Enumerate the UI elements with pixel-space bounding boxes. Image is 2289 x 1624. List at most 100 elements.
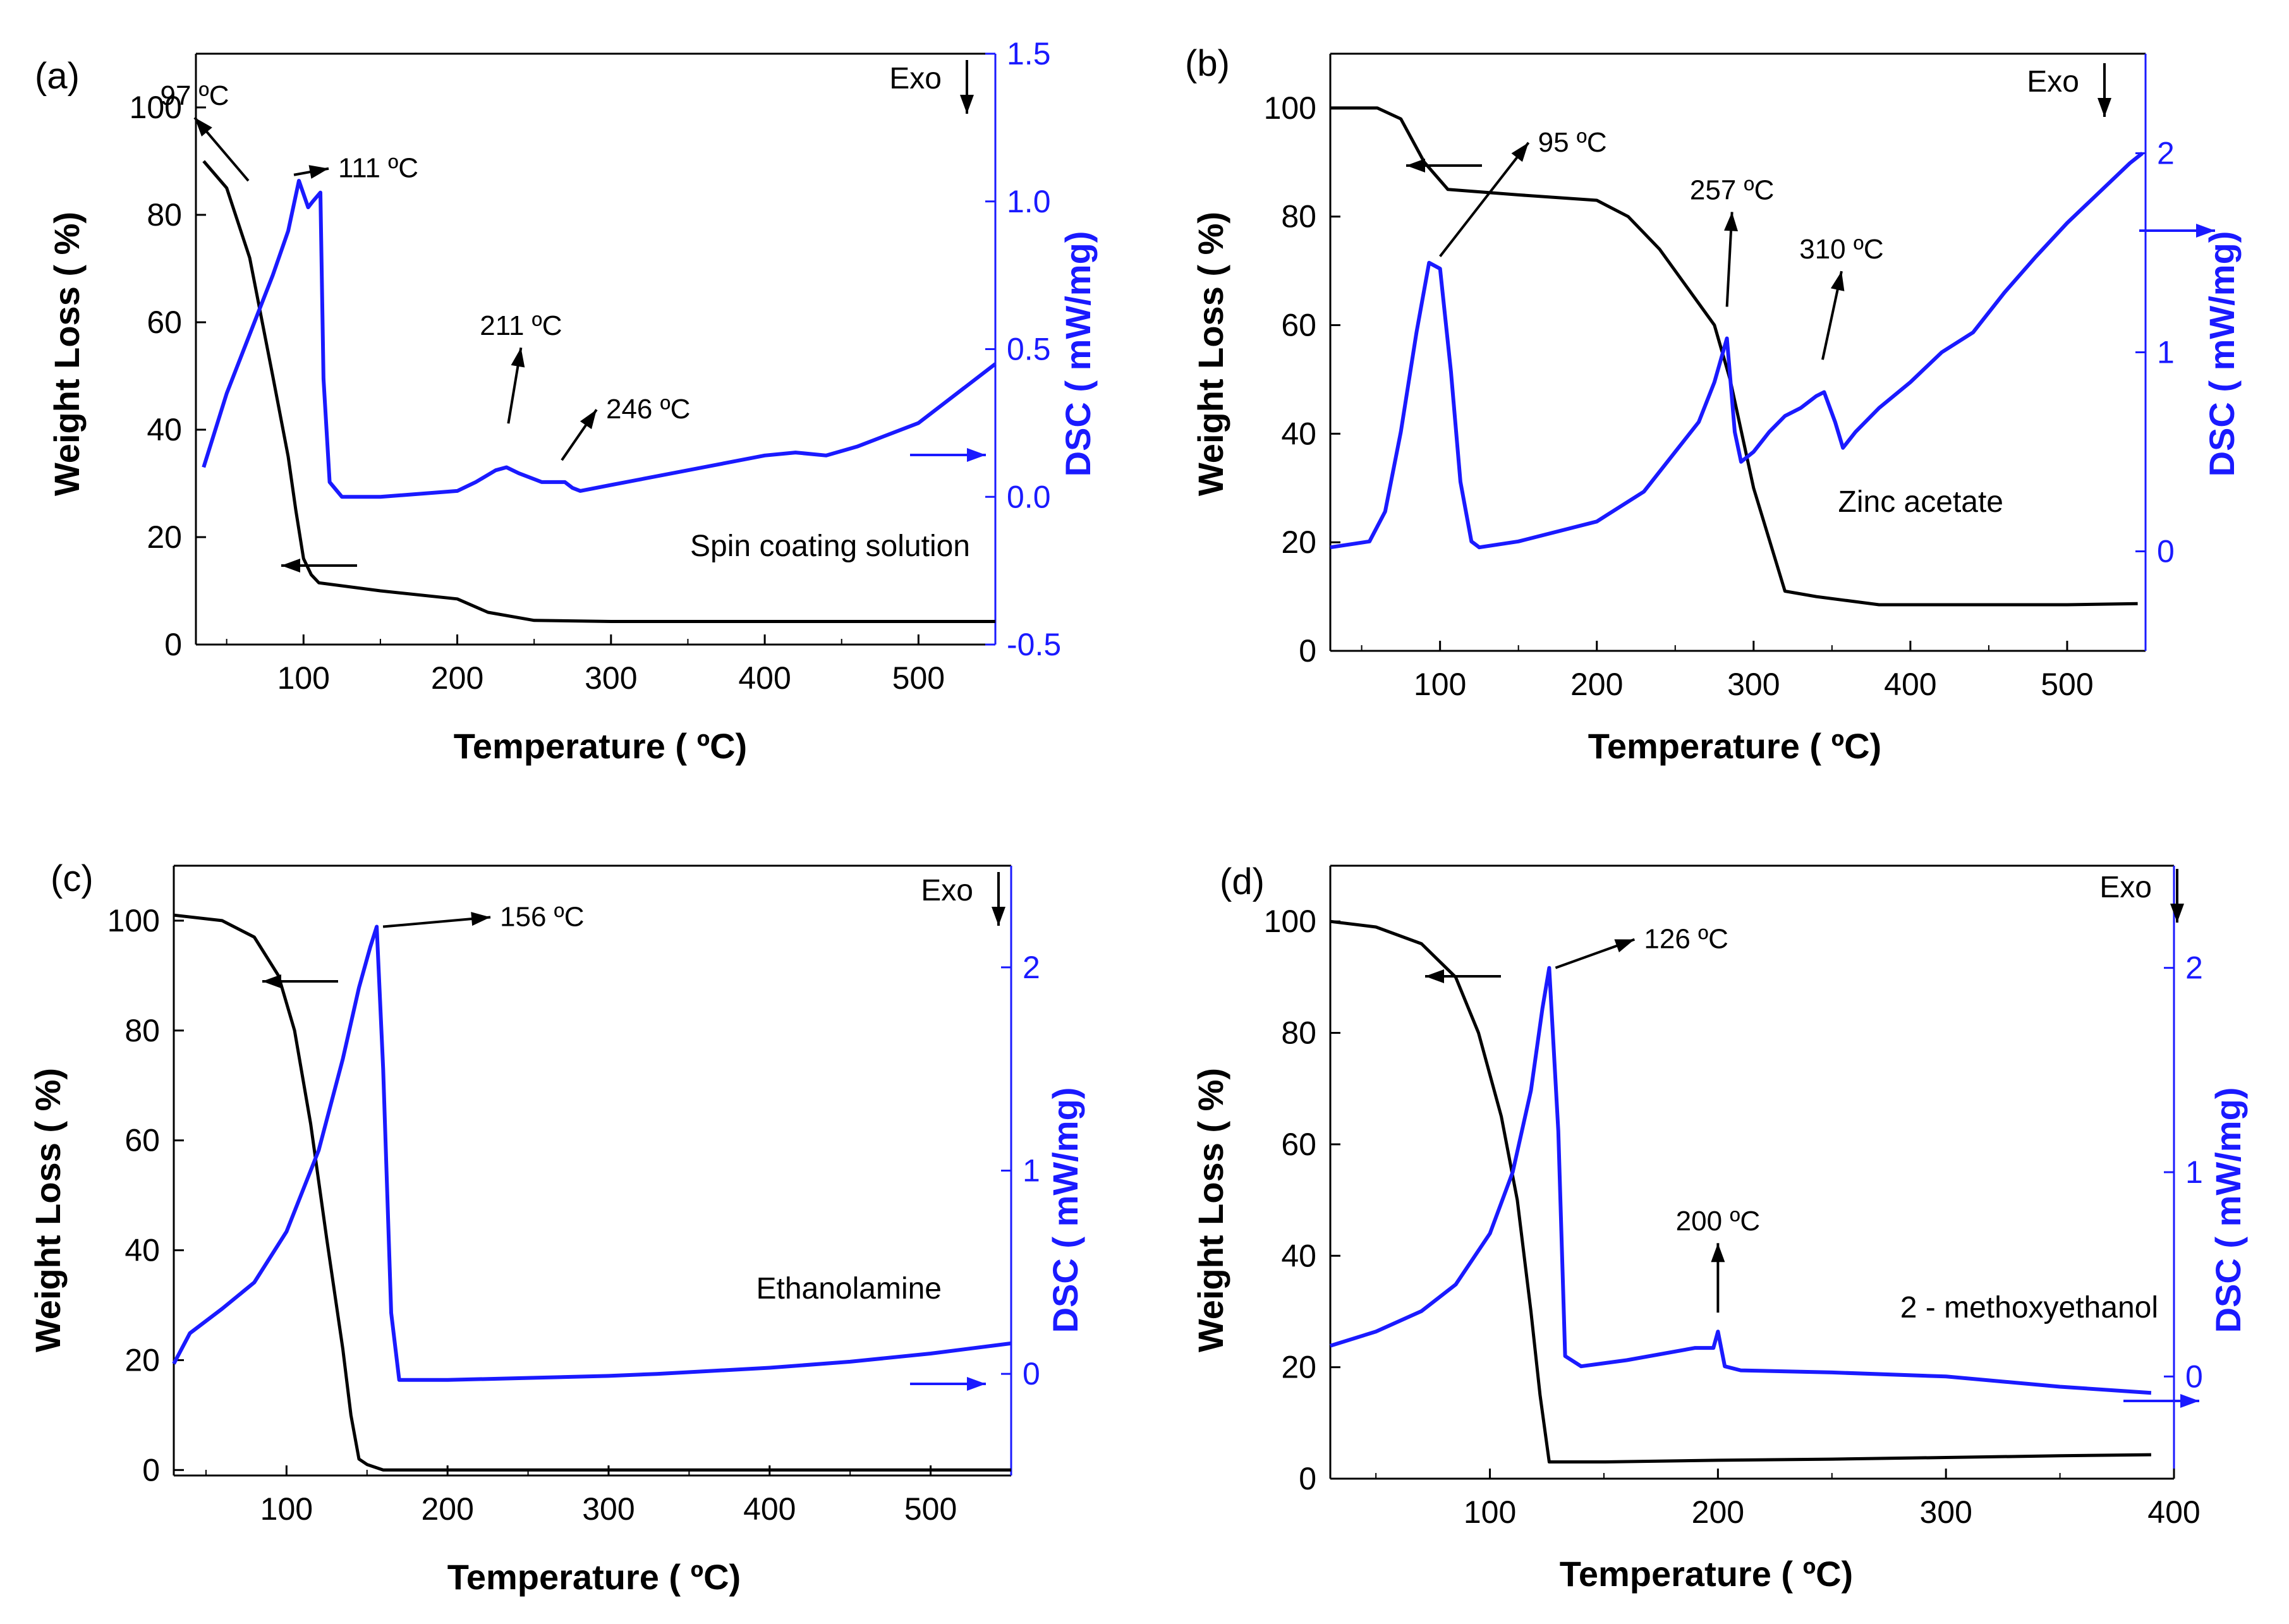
weight-axis-arrow-head [1406,159,1425,173]
exo-down-arrow-head [992,907,1005,926]
x-tick-label: 300 [582,1491,634,1527]
x-axis-label: Temperature ( ºC) [447,1557,741,1597]
y-tick-label: 0 [142,1452,160,1488]
y-tick-label: 80 [124,1013,160,1048]
y-tick-label: 60 [1281,1127,1316,1162]
x-tick-label: 400 [743,1491,796,1527]
x-tick-label: 400 [1884,667,1936,702]
dsc-series-line [1330,152,2144,550]
sample-title: Spin coating solution [690,530,970,563]
dsc-series-line [1330,966,2152,1395]
x-tick-label: 200 [421,1491,473,1527]
peak-annotation-label: 126 ºC [1644,924,1728,955]
y-tick-label: 20 [147,519,182,555]
y-tick-label: 80 [1281,1015,1316,1051]
exo-down-arrow-head [2098,98,2111,117]
y2-tick-label: 1 [2157,335,2175,370]
peak-annotation-label: 111 ºC [338,153,418,184]
y-tick-label: 100 [1264,904,1316,939]
dsc-axis-arrow-head [2196,224,2215,238]
exo-label: Exo [889,62,942,95]
y2-axis-label: DSC ( mW/mg) [1045,1088,1085,1333]
peak-annotation-arrow-line [1439,142,1530,257]
y2-tick-label: -0.5 [1007,627,1061,662]
peak-annotation-arrow-head [1511,142,1529,162]
peak-annotation-arrow-head [511,348,525,368]
peak-annotation-label: 200 ºC [1676,1206,1760,1237]
y-tick-label: 80 [1281,199,1316,234]
panel-label: (d) [1220,861,1265,902]
x-tick-label: 100 [1464,1494,1516,1530]
y2-tick-label: 2 [2157,136,2175,171]
x-tick-label: 300 [1919,1494,1972,1530]
chart-panel-a: 100 200 300 400 500 0 20 40 60 80 100 -0.5 0.0 0.5 1.0… [35,36,1098,766]
panel-label: (b) [1185,43,1230,84]
peak-annotation-label: 246 ºC [606,394,690,425]
y2-tick-label: 0.5 [1007,332,1051,367]
x-tick-label: 400 [2147,1494,2200,1530]
x-tick-label: 500 [2041,667,2093,702]
y-tick-label: 100 [130,90,182,125]
panel-label: (a) [35,56,80,97]
y2-tick-label: 2 [2185,950,2203,986]
peak-annotation-label: 97 ºC [160,80,229,111]
x-tick-label: 300 [585,660,637,696]
y2-tick-label: 1 [1023,1153,1040,1189]
peak-annotation-label: 257 ºC [1690,174,1774,205]
chart-panel-d: 100 200 300 400 0 20 40 60 80 100 0 1 2 (d) Temperatur… [1191,861,2248,1594]
chart-panel-b: 100 200 300 400 500 0 20 40 60 80 100 0 1 2 (b) Tempera… [1185,43,2242,766]
y2-tick-label: 0 [1023,1356,1040,1391]
dsc-series-line [202,179,997,499]
y-tick-label: 20 [1281,1350,1316,1385]
y-axis-label: Weight Loss ( %) [1191,1068,1230,1352]
y-tick-label: 0 [164,627,182,662]
sample-title: Ethanolamine [756,1272,942,1306]
x-tick-label: 200 [1692,1494,1744,1530]
dsc-axis-arrow-head [2180,1394,2199,1408]
exo-label: Exo [2099,871,2152,904]
peak-annotation-arrow-head [1724,212,1739,231]
x-axis-label: Temperature ( ºC) [454,726,747,766]
y-tick-label: 60 [147,305,182,340]
peak-annotation-arrow-head [471,912,491,926]
x-tick-label: 100 [260,1491,313,1527]
x-tick-label: 100 [277,660,330,696]
y-axis-label: Weight Loss ( %) [1191,212,1230,496]
x-tick-label: 100 [1414,667,1466,702]
y-tick-label: 100 [107,903,160,938]
y2-axis-label: DSC ( mW/mg) [1058,231,1098,477]
chart-panel-c: 100 200 300 400 500 0 20 40 60 80 100 0 1 2 (c) Tempera… [28,858,1085,1597]
y-axis-label: Weight Loss ( %) [47,212,87,496]
weight-axis-arrow-head [262,974,281,988]
weight-loss-series-line [173,913,1011,1472]
peak-annotation-arrow-head [1830,271,1845,291]
dsc-axis-arrow-head [967,448,986,462]
y-tick-label: 60 [124,1123,160,1158]
x-axis-label: Temperature ( ºC) [1588,726,1881,766]
sample-title: Zinc acetate [1838,485,2003,519]
y-tick-label: 0 [1299,633,1316,669]
weight-loss-series-line [202,160,995,623]
exo-label: Exo [921,874,973,907]
y-axis-label: Weight Loss ( %) [28,1068,68,1352]
x-tick-label: 500 [904,1491,957,1527]
peak-annotation-arrow-head [1614,939,1635,953]
dsc-series-line [172,924,1012,1382]
y-tick-label: 40 [147,412,182,447]
y-tick-label: 0 [1299,1461,1316,1496]
x-axis-label: Temperature ( ºC) [1560,1554,1853,1594]
panel-label: (c) [51,858,94,899]
weight-loss-series-line [1330,919,2151,1463]
x-tick-label: 400 [738,660,791,696]
sample-title: 2 - methoxyethanol [1900,1291,2158,1324]
y2-axis-label: DSC ( mW/mg) [2208,1088,2248,1333]
y2-tick-label: 0 [2185,1359,2203,1394]
peak-annotation-arrow-head [308,165,329,179]
x-tick-label: 500 [892,660,945,696]
exo-down-arrow-head [960,95,974,114]
y2-tick-label: 1.0 [1007,184,1051,219]
y2-tick-label: 1.5 [1007,36,1051,71]
y2-tick-label: 2 [1023,950,1040,985]
peak-annotation-label: 211 ºC [480,310,562,341]
